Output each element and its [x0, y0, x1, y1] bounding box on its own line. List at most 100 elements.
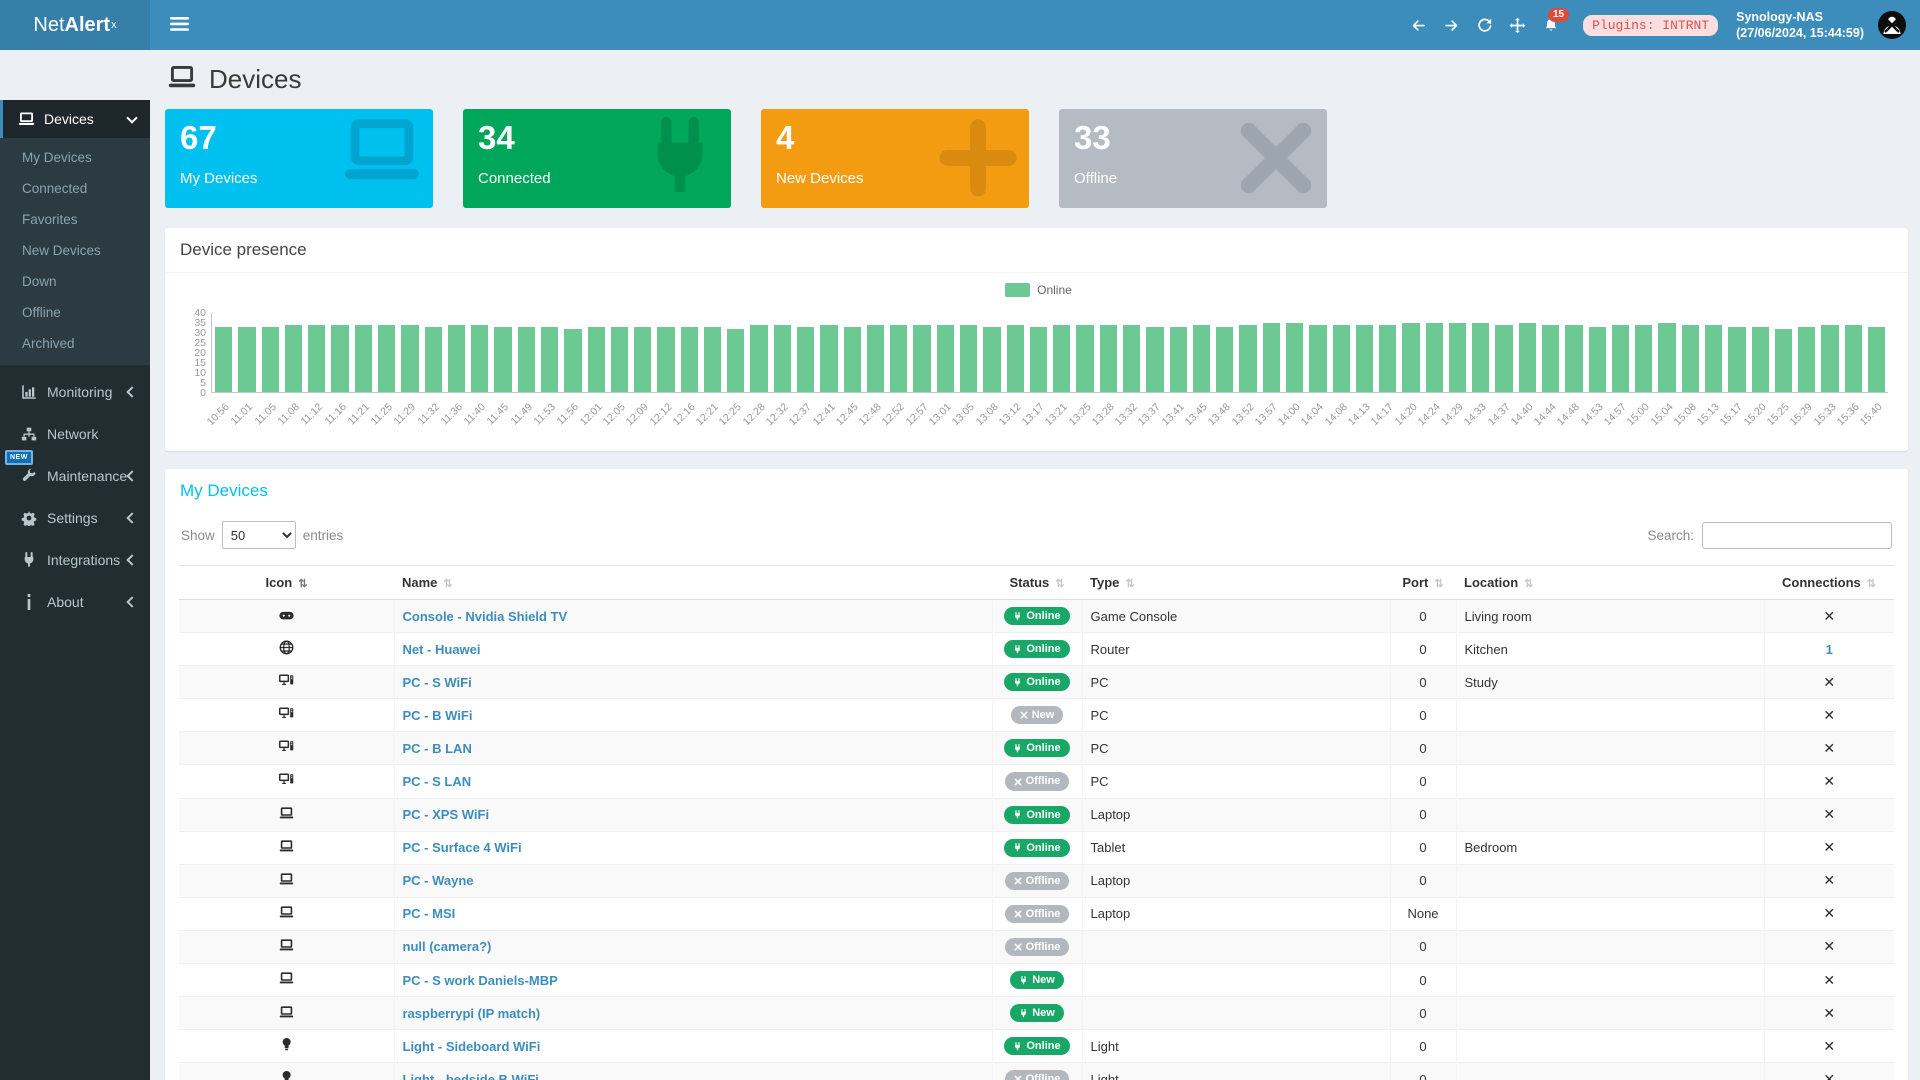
chart-bar[interactable] [1588, 326, 1606, 392]
chart-bar[interactable] [843, 326, 861, 392]
chart-legend[interactable]: Online [1005, 283, 1072, 297]
chart-bar[interactable] [1029, 326, 1048, 392]
chart-bar[interactable] [1402, 322, 1420, 392]
chart-bar[interactable] [866, 324, 885, 392]
chart-bar[interactable] [1774, 328, 1793, 392]
notifications-button[interactable]: 15 [1534, 7, 1570, 34]
sidebar-item-archived[interactable]: Archived [22, 336, 75, 351]
move-dashboard-button[interactable] [1501, 17, 1534, 34]
chart-bar[interactable] [1448, 322, 1467, 392]
chart-bar[interactable] [680, 326, 698, 392]
chart-bar[interactable] [1425, 322, 1443, 392]
chart-bar[interactable] [471, 324, 489, 392]
chart-bar[interactable] [401, 324, 419, 392]
chart-bar[interactable] [1495, 324, 1513, 392]
column-header-status[interactable]: Status ⇅ [992, 565, 1082, 600]
device-name-link[interactable]: PC - S LAN [402, 774, 472, 790]
chart-bar[interactable] [610, 326, 629, 392]
chart-bar[interactable] [634, 326, 652, 392]
chart-bar[interactable] [1309, 324, 1327, 392]
column-header-port[interactable]: Port ⇅ [1390, 565, 1456, 600]
chart-bar[interactable] [1239, 324, 1257, 392]
chart-bar[interactable] [1099, 324, 1117, 392]
device-name-link[interactable]: Net - Huawei [402, 641, 481, 657]
device-name-link[interactable]: PC - Surface 4 WiFi [402, 840, 522, 856]
chart-bar[interactable] [284, 324, 303, 392]
sidebar-item-favorites[interactable]: Favorites [22, 212, 78, 227]
chart-bar[interactable] [1611, 324, 1630, 392]
chart-bar[interactable] [1122, 324, 1141, 392]
sidebar-item-monitoring[interactable]: Monitoring [0, 371, 150, 413]
device-name-link[interactable]: Console - Nvidia Shield TV [402, 608, 568, 624]
chart-bar[interactable] [1565, 324, 1583, 392]
chart-bar[interactable] [1681, 324, 1699, 392]
summary-card-offline[interactable]: 33 Offline [1059, 109, 1327, 208]
column-header-connections[interactable]: Connections ⇅ [1764, 565, 1894, 600]
chart-bar[interactable] [1076, 324, 1094, 392]
chart-bar[interactable] [1635, 324, 1653, 392]
chart-bar[interactable] [1751, 326, 1769, 392]
chart-bar[interactable] [540, 326, 559, 392]
chart-bar[interactable] [913, 324, 931, 392]
device-name-link[interactable]: PC - B LAN [402, 740, 472, 756]
chart-bar[interactable] [1728, 326, 1746, 392]
chart-bar[interactable] [890, 324, 908, 392]
sidebar-item-settings[interactable]: Settings [0, 497, 150, 539]
sidebar-item-devices[interactable]: Devices [0, 100, 150, 138]
device-name-link[interactable]: Light - Sideboard WiFi [402, 1038, 541, 1054]
forward-button[interactable] [1435, 18, 1468, 33]
sidebar-item-new-devices[interactable]: New Devices [22, 243, 101, 258]
summary-card-my-devices[interactable]: 67 My Devices [165, 109, 433, 208]
sidebar-item-network[interactable]: Network [0, 413, 150, 455]
chart-bar[interactable] [1053, 324, 1071, 392]
column-header-icon[interactable]: Icon ⇅ [179, 565, 394, 600]
back-button[interactable] [1402, 18, 1435, 33]
chart-bar[interactable] [727, 328, 745, 392]
chart-bar[interactable] [1472, 322, 1490, 392]
chart-bar[interactable] [983, 326, 1001, 392]
chart-bar[interactable] [1844, 324, 1862, 392]
device-name-link[interactable]: Light - bedside B WiFi [402, 1071, 539, 1080]
chart-bar[interactable] [657, 326, 675, 392]
device-name-link[interactable]: PC - S work Daniels-MBP [402, 972, 558, 988]
device-name-link[interactable]: PC - B WiFi [402, 707, 473, 723]
chart-bar[interactable] [960, 324, 978, 392]
sidebar-item-maintenance[interactable]: Maintenance NEW [0, 450, 150, 497]
chart-bar[interactable] [377, 324, 396, 392]
column-header-name[interactable]: Name ⇅ [394, 565, 992, 600]
chart-bar[interactable] [238, 326, 256, 392]
chart-bar[interactable] [354, 324, 372, 392]
device-name-link[interactable]: PC - Wayne [402, 873, 474, 889]
device-name-link[interactable]: PC - S WiFi [402, 674, 472, 690]
chart-bar[interactable] [1262, 322, 1280, 392]
chart-bar[interactable] [1867, 326, 1886, 392]
chart-bar[interactable] [564, 328, 582, 392]
chart-bar[interactable] [1169, 326, 1187, 392]
sidebar-item-my-devices[interactable]: My Devices [22, 150, 92, 165]
table-search-input[interactable] [1702, 521, 1892, 549]
chart-bar[interactable] [1821, 324, 1839, 392]
chart-bar[interactable] [703, 326, 722, 392]
chart-bar[interactable] [1798, 326, 1816, 392]
column-header-type[interactable]: Type ⇅ [1082, 565, 1390, 600]
chart-bar[interactable] [750, 324, 768, 392]
page-length-select[interactable]: 50 [221, 521, 296, 549]
column-header-location[interactable]: Location ⇅ [1456, 565, 1764, 600]
user-avatar[interactable] [1878, 11, 1906, 39]
chart-bar[interactable] [1355, 324, 1374, 392]
device-name-link[interactable]: raspberrypi (IP match) [402, 1005, 541, 1021]
sidebar-item-offline[interactable]: Offline [22, 305, 61, 320]
chart-bar[interactable] [308, 324, 326, 392]
plugins-status-badge[interactable]: Plugins: INTRNT [1583, 14, 1719, 36]
chart-bar[interactable] [587, 326, 605, 392]
refresh-button[interactable] [1468, 17, 1501, 33]
chart-bar[interactable] [936, 324, 954, 392]
chart-bar[interactable] [494, 326, 512, 392]
app-logo[interactable]: Net Alert x [0, 0, 150, 50]
chart-bar[interactable] [447, 324, 466, 392]
chart-bar[interactable] [1006, 324, 1024, 392]
sidebar-toggle-button[interactable] [160, 11, 199, 40]
chart-bar[interactable] [1192, 324, 1211, 392]
sidebar-item-about[interactable]: About [0, 581, 150, 623]
connections-count-link[interactable]: 1 [1825, 641, 1833, 657]
